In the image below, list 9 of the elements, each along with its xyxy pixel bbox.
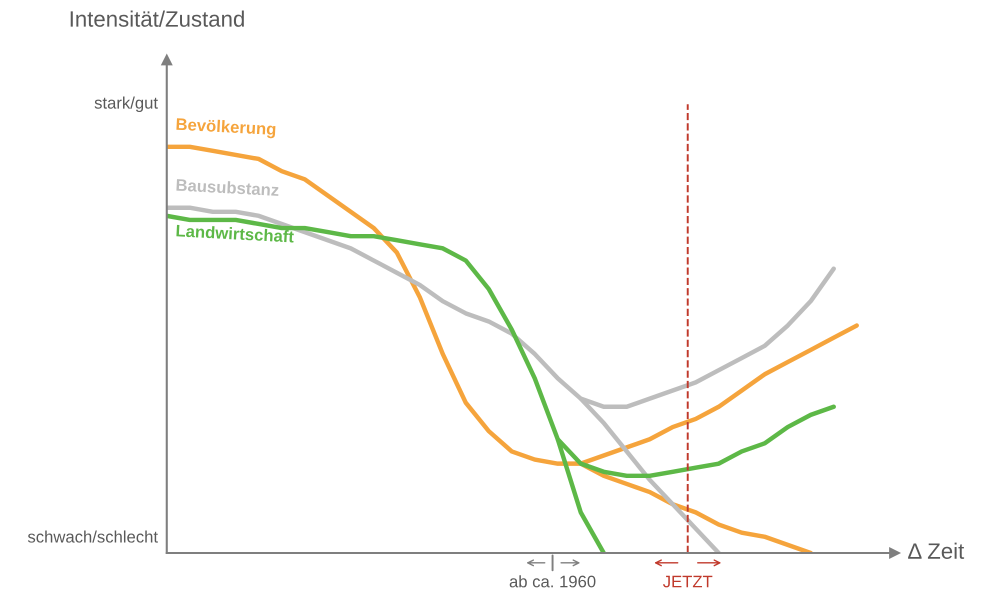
- series-label: Bevölkerung: [176, 118, 276, 138]
- text: Intensität/Zustand: [70, 10, 244, 27]
- x-axis-title: Δ Zeit: [908, 542, 964, 559]
- text: JETZT: [662, 576, 712, 588]
- series-label: Landwirtschaft: [176, 224, 294, 243]
- annotation: schwach/schlecht: [28, 530, 158, 543]
- series-label: Bausubstanz: [176, 178, 279, 196]
- text: ab ca. 1960: [510, 575, 596, 588]
- text: stark/gut: [94, 96, 158, 112]
